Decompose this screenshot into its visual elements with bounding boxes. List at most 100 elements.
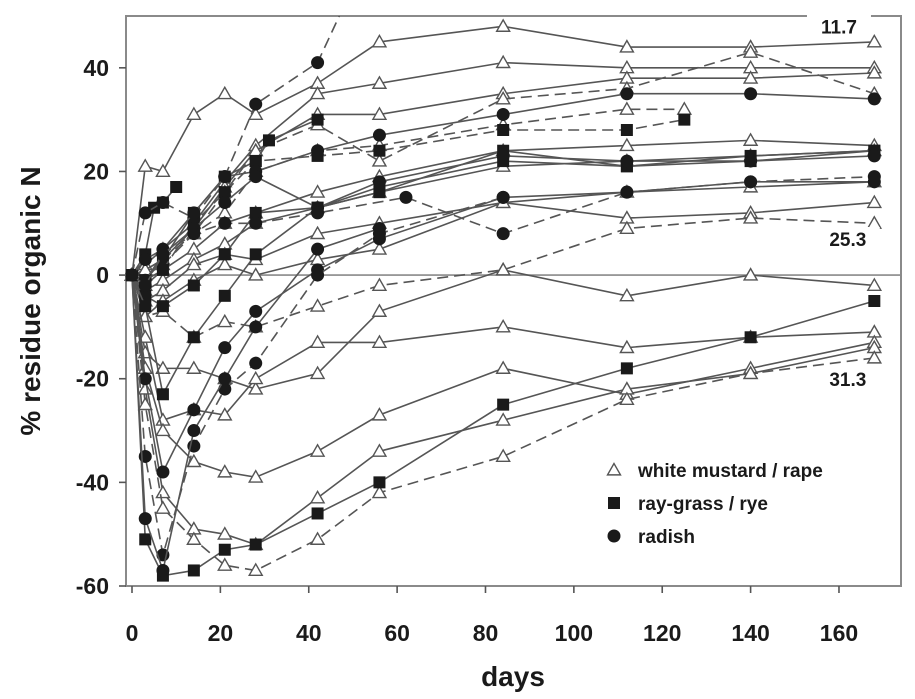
data-point-square — [249, 155, 262, 168]
series-line — [131, 274, 875, 479]
data-point-triangle — [742, 210, 759, 224]
data-point-triangle — [248, 370, 264, 385]
data-point-triangle — [217, 256, 233, 271]
data-point-triangle — [495, 360, 511, 374]
data-point-circle — [744, 154, 758, 168]
data-point-triangle — [309, 489, 326, 504]
data-point-square — [139, 300, 152, 313]
series-group — [124, 16, 883, 582]
data-point-circle — [156, 196, 170, 210]
data-point-square — [373, 476, 386, 489]
data-point-circle — [399, 190, 413, 204]
legend-marker-circle — [607, 529, 621, 543]
data-point-triangle — [309, 85, 326, 100]
legend-label: radish — [638, 527, 695, 548]
x-tick-label: 120 — [643, 620, 681, 646]
data-point-triangle — [619, 39, 635, 53]
data-point-circle — [311, 206, 325, 220]
y-tick-label: -20 — [76, 366, 109, 392]
y-tick-label: 0 — [96, 262, 109, 288]
legend: white mustard / rape ray-grass / rye radis… — [606, 461, 823, 548]
x-tick-label: 140 — [731, 620, 769, 646]
data-point-triangle — [371, 106, 388, 121]
data-point-circle — [156, 563, 170, 577]
data-point-triangle — [495, 54, 511, 69]
data-point-circle — [620, 154, 634, 168]
data-point-circle — [311, 144, 325, 158]
data-point-triangle — [217, 526, 233, 540]
data-point-triangle — [186, 106, 202, 121]
data-point-circle — [311, 56, 325, 70]
data-point-triangle — [186, 453, 202, 468]
data-point-triangle — [495, 261, 511, 276]
data-point-circle — [138, 372, 152, 386]
data-point-triangle — [371, 153, 388, 167]
data-point-circle — [249, 356, 263, 370]
data-point-circle — [138, 253, 152, 267]
data-point-square — [868, 295, 881, 307]
data-point-triangle — [495, 412, 511, 426]
data-point-triangle — [742, 44, 759, 58]
data-point-triangle — [137, 381, 153, 395]
data-point-triangle — [742, 365, 759, 380]
data-point-triangle — [742, 132, 759, 146]
data-point-circle — [187, 403, 201, 417]
data-point-triangle — [371, 277, 388, 292]
data-point-triangle — [309, 184, 326, 198]
data-point-circle — [249, 216, 263, 230]
data-point-triangle — [619, 339, 635, 354]
data-point-circle — [311, 268, 325, 282]
data-point-triangle — [137, 158, 153, 172]
data-point-triangle — [495, 448, 511, 463]
data-point-square — [187, 279, 200, 292]
series-line — [131, 149, 875, 397]
series-line — [131, 274, 875, 422]
data-point-circle — [138, 449, 152, 463]
data-point-square — [218, 186, 231, 199]
data-point-circle — [496, 227, 510, 241]
data-point-square — [187, 564, 200, 577]
data-point-circle — [372, 128, 386, 142]
data-point-circle — [249, 320, 263, 334]
data-point-triangle — [495, 18, 511, 32]
series-line — [131, 227, 380, 574]
legend-marker-square — [608, 497, 620, 509]
data-point-circle — [187, 227, 201, 241]
data-point-circle — [138, 512, 152, 526]
data-point-triangle — [186, 360, 202, 374]
data-point-circle — [218, 372, 232, 386]
data-point-circle — [867, 149, 881, 163]
data-point-square — [218, 543, 231, 556]
data-point-triangle — [186, 256, 202, 271]
data-point-circle — [218, 170, 232, 184]
data-point-square — [311, 113, 324, 126]
series-circle-23 — [125, 87, 881, 282]
data-point-circle — [125, 268, 139, 282]
data-point-circle — [372, 221, 386, 235]
series-line — [131, 186, 177, 276]
data-point-triangle — [866, 33, 883, 48]
y-tick-label: 40 — [83, 55, 109, 81]
data-point-triangle — [217, 557, 233, 571]
data-point-triangle — [309, 298, 326, 312]
series-line — [131, 181, 875, 475]
data-point-square — [497, 124, 510, 136]
data-point-triangle — [371, 407, 388, 421]
data-point-square — [262, 134, 275, 147]
series-line — [131, 16, 341, 276]
data-point-circle — [138, 206, 152, 220]
plot-frame — [125, 15, 902, 587]
data-point-square — [744, 331, 757, 344]
data-point-circle — [496, 107, 510, 121]
data-point-triangle — [619, 391, 635, 406]
data-point-circle — [218, 196, 232, 210]
x-axis-label: days — [481, 661, 545, 692]
data-point-triangle — [742, 70, 759, 84]
series-circle-28 — [125, 221, 386, 577]
data-point-triangle — [371, 33, 388, 48]
data-point-square — [249, 206, 262, 219]
data-point-triangle — [137, 329, 153, 343]
data-point-triangle — [676, 101, 693, 115]
data-point-triangle — [217, 85, 233, 100]
